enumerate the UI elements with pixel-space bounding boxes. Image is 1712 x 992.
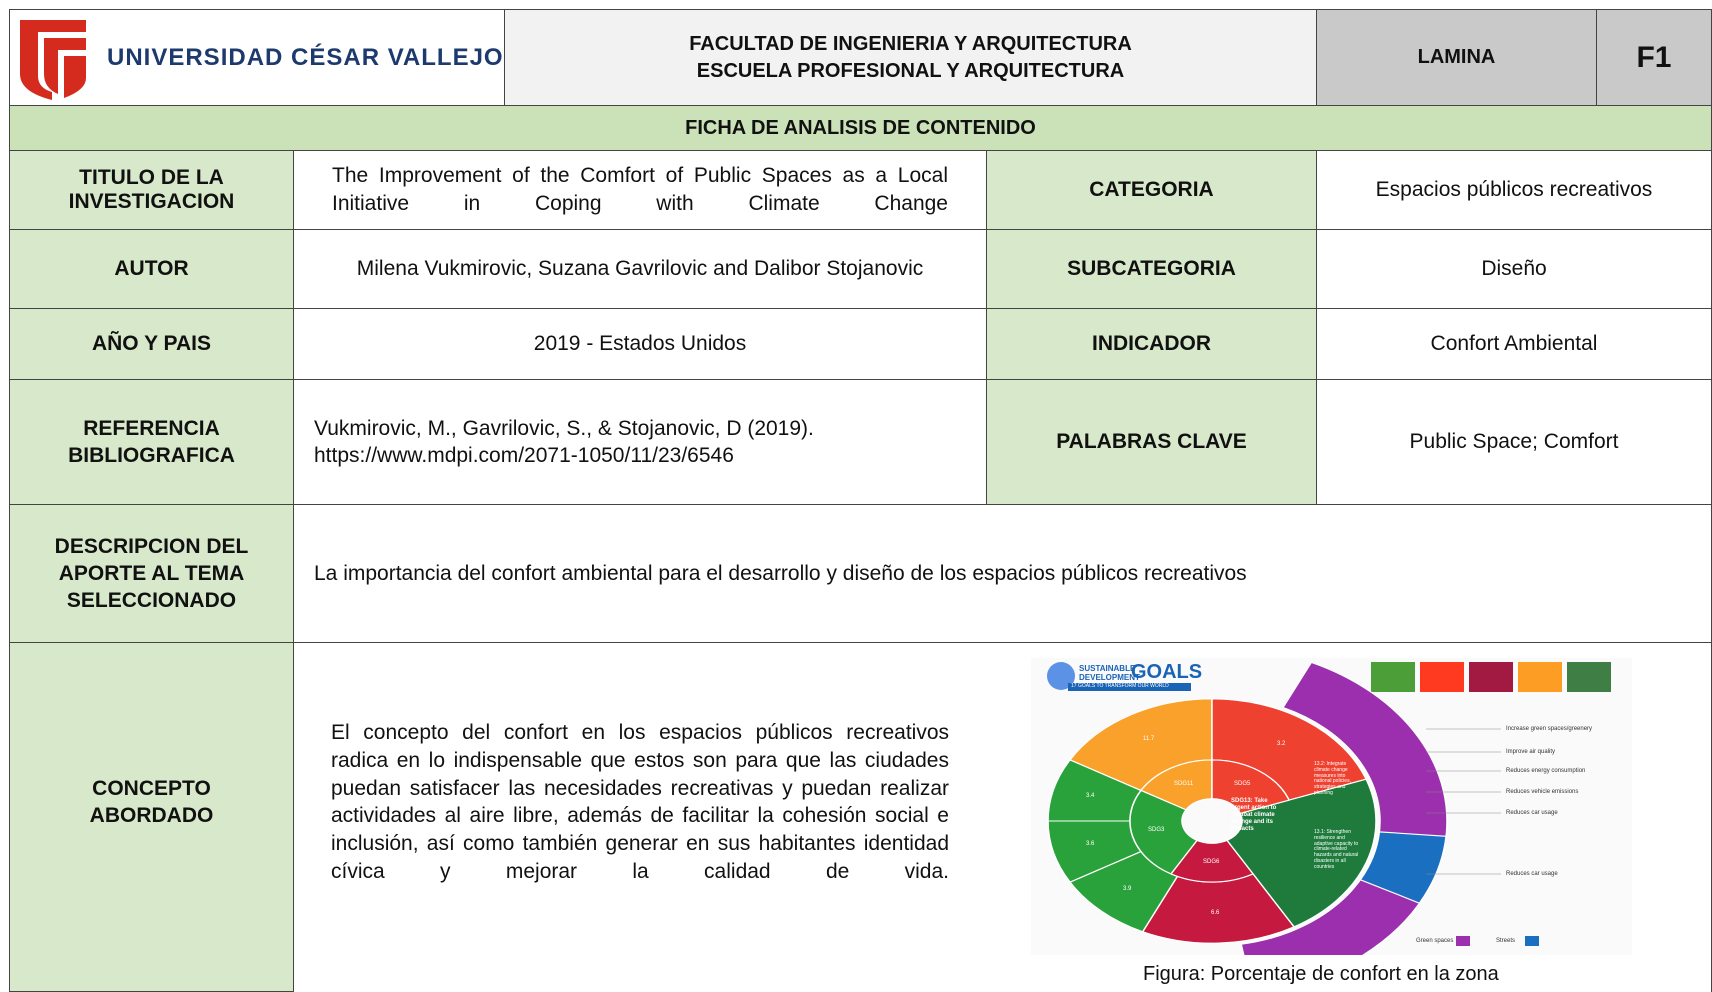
target-label: 13.1: Strengthen resilience and adaptive… <box>1314 829 1359 870</box>
row-label: AÑO Y PAIS <box>9 308 294 380</box>
row-value: Vukmirovic, M., Gavrilovic, S., & Stojan… <box>293 379 987 505</box>
logo-cell: UNIVERSIDAD CÉSAR VALLEJO <box>9 9 505 106</box>
callout: Reduces car usage <box>1506 871 1558 877</box>
callout: Increase green spaces/greenery <box>1506 726 1593 732</box>
sheet-label: LAMINA <box>1316 9 1597 106</box>
sector <box>1129 789 1199 875</box>
concept-text: El concepto del confort en los espacios … <box>331 721 949 883</box>
brand-large: GOALS <box>1131 661 1203 683</box>
row-label: INDICADOR <box>986 308 1317 380</box>
row-label: TITULO DE LA INVESTIGACION <box>9 150 294 230</box>
row-value: 2019 - Estados Unidos <box>293 308 987 380</box>
segment-label: 3.9 <box>1123 886 1132 892</box>
legend-label: Green spaces <box>1416 938 1454 944</box>
sheet-code: F1 <box>1596 9 1712 106</box>
sector <box>1359 831 1447 904</box>
segment-label: SDG11 <box>1174 781 1194 787</box>
row-label: PALABRAS CLAVE <box>986 379 1317 505</box>
sector <box>1211 759 1291 815</box>
row-value: Milena Vukmirovic, Suzana Gavrilovic and… <box>293 229 987 309</box>
school: ESCUELA PROFESIONAL Y ARQUITECTURA <box>696 59 1125 82</box>
reference-line: Vukmirovic, M., Gavrilovic, S., & Stojan… <box>314 417 814 440</box>
title-text: The Improvement of the Comfort of Public… <box>332 164 948 215</box>
target-label: 13.2: Integrate climate change measures … <box>1314 761 1351 796</box>
segment-label: 11.7 <box>1143 736 1155 742</box>
brand-small: SUSTAINABLE DEVELOPMENT <box>1079 664 1140 682</box>
segment-label: SDG5 <box>1234 781 1251 787</box>
sdg-diagram <box>1047 661 1611 955</box>
figure: SUSTAINABLE DEVELOPMENT GOALS 17 GOALS T… <box>1031 658 1632 955</box>
faculty-cell: FACULTAD DE INGENIERIA Y ARQUITECTURA ES… <box>504 9 1317 106</box>
form-title: FICHA DE ANALISIS DE CONTENIDO <box>9 105 1712 151</box>
row-value: Espacios públicos recreativos <box>1316 150 1712 230</box>
segment-label: 3.4 <box>1086 793 1095 799</box>
row-label: AUTOR <box>9 229 294 309</box>
concept-cell: El concepto del confort en los espacios … <box>293 642 1712 992</box>
row-value: La importancia del confort ambiental par… <box>293 504 1712 643</box>
row-value: Public Space; Comfort <box>1316 379 1712 505</box>
row-value: The Improvement of the Comfort of Public… <box>293 150 987 230</box>
row-label: CATEGORIA <box>986 150 1317 230</box>
legend-label: Streets <box>1496 938 1516 944</box>
sdg13-label: SDG13: Take urgent action to combat clim… <box>1231 798 1277 832</box>
reference-line: https://www.mdpi.com/2071-1050/11/23/654… <box>314 444 734 467</box>
row-value: Diseño <box>1316 229 1712 309</box>
segment-label: 6.6 <box>1211 910 1220 916</box>
row-value: Confort Ambiental <box>1316 308 1712 380</box>
logo-text: UNIVERSIDAD CÉSAR VALLEJO <box>107 44 504 71</box>
row-label: DESCRIPCION DEL APORTE AL TEMA SELECCION… <box>9 504 294 643</box>
callout: Reduces vehicle emissions <box>1506 789 1579 795</box>
row-label: CONCEPTO ABORDADO <box>9 642 294 992</box>
callout: Reduces car usage <box>1506 810 1558 816</box>
callout: Reduces energy consumption <box>1506 768 1586 774</box>
segment-label: SDG6 <box>1203 859 1220 865</box>
donut <box>1047 661 1448 955</box>
logo-mark <box>20 20 86 100</box>
row-label: REFERENCIA BIBLIOGRAFICA <box>9 379 294 505</box>
faculty: FACULTAD DE INGENIERIA Y ARQUITECTURA <box>689 32 1132 55</box>
row-label: SUBCATEGORIA <box>986 229 1317 309</box>
segment-label: 3.6 <box>1086 841 1095 847</box>
segment-label: SDG3 <box>1148 827 1165 833</box>
figure-caption: Figura: Porcentaje de confort en la zona <box>1143 963 1499 985</box>
segment-label: 3.2 <box>1277 741 1286 747</box>
sector <box>1225 778 1377 928</box>
tagline: 17 GOALS TO TRANSFORM OUR WORLD <box>1071 683 1169 689</box>
callout: Improve air quality <box>1506 749 1556 755</box>
